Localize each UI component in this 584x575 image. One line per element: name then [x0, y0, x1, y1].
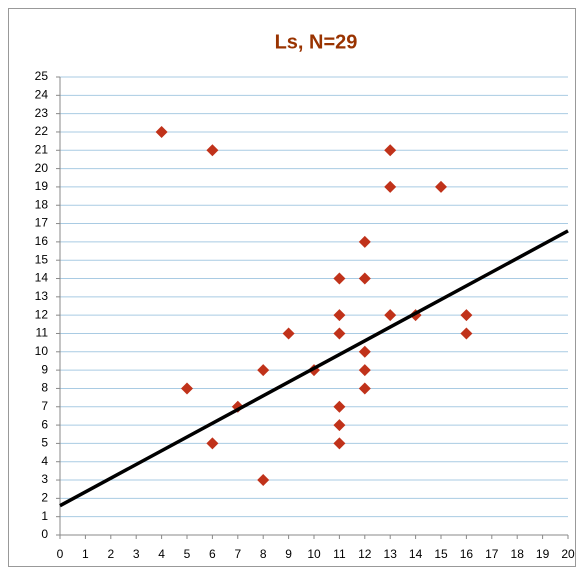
- y-tick-label: 24: [35, 87, 49, 101]
- y-tick-label: 13: [35, 289, 49, 303]
- x-tick-label: 2: [107, 547, 114, 561]
- point: [435, 180, 447, 193]
- x-tick-label: 7: [234, 547, 241, 561]
- x-tick-label: 1: [82, 547, 89, 561]
- point: [282, 327, 295, 340]
- point: [257, 364, 270, 377]
- y-tick-label: 22: [35, 124, 49, 138]
- y-tick-label: 7: [41, 399, 48, 413]
- x-tick-label: 6: [209, 547, 216, 561]
- point: [358, 382, 371, 395]
- y-tick-label: 12: [35, 307, 49, 321]
- y-tick-label: 25: [35, 69, 49, 83]
- x-tick-label: 12: [358, 547, 372, 561]
- y-tick-label: 1: [41, 509, 48, 523]
- x-tick-label: 13: [384, 547, 398, 561]
- y-tick-label: 4: [41, 454, 48, 468]
- point: [358, 235, 371, 248]
- y-tick-label: 10: [35, 344, 49, 358]
- y-tick-label: 8: [41, 381, 48, 395]
- point: [333, 400, 346, 413]
- point: [358, 345, 371, 358]
- chart-frame: [8, 8, 576, 567]
- x-tick-label: 11: [333, 547, 346, 561]
- chart-title: Ls, N=29: [275, 31, 358, 53]
- y-tick-label: 16: [35, 234, 49, 248]
- y-tick-label: 23: [35, 106, 49, 120]
- point: [333, 327, 346, 340]
- x-tick-label: 17: [485, 547, 499, 561]
- point: [384, 309, 397, 322]
- trend-line: [59, 229, 569, 508]
- y-tick-label: 5: [41, 436, 48, 450]
- y-tick-label: 0: [41, 527, 48, 541]
- y-tick-label: 17: [35, 216, 49, 230]
- point: [257, 474, 270, 487]
- y-tick-label: 9: [41, 362, 48, 376]
- x-tick-label: 8: [260, 547, 267, 561]
- x-tick-label: 9: [285, 547, 292, 561]
- point: [206, 437, 219, 450]
- y-tick-label: 19: [35, 179, 49, 193]
- point: [333, 309, 346, 322]
- point: [460, 327, 473, 340]
- y-tick-label: 3: [41, 472, 48, 486]
- x-tick-label: 4: [158, 547, 165, 561]
- x-tick-label: 19: [536, 547, 550, 561]
- x-tick-label: 14: [409, 547, 423, 561]
- x-tick-label: 5: [184, 547, 191, 561]
- y-tick-label: 21: [35, 142, 49, 156]
- y-tick-label: 11: [36, 326, 49, 340]
- point: [333, 272, 346, 285]
- x-tick-label: 16: [460, 547, 474, 561]
- x-tick-label: 18: [511, 547, 525, 561]
- point: [358, 272, 371, 285]
- x-tick-label: 15: [434, 547, 448, 561]
- point: [460, 309, 473, 322]
- point: [384, 144, 397, 157]
- point: [333, 437, 346, 450]
- point: [384, 180, 397, 193]
- y-tick-label: 2: [41, 491, 48, 505]
- point: [358, 364, 371, 377]
- y-tick-label: 20: [35, 161, 49, 175]
- x-tick-label: 10: [307, 547, 321, 561]
- y-tick-label: 15: [35, 252, 49, 266]
- y-tick-label: 6: [41, 417, 48, 431]
- point: [333, 419, 346, 432]
- x-tick-label: 3: [133, 547, 140, 561]
- point: [206, 144, 219, 157]
- point: [181, 382, 193, 395]
- y-tick-label: 14: [35, 271, 49, 285]
- x-tick-label: 0: [57, 547, 64, 561]
- x-tick-label: 20: [561, 547, 575, 561]
- point: [155, 125, 168, 138]
- y-tick-label: 18: [35, 197, 49, 211]
